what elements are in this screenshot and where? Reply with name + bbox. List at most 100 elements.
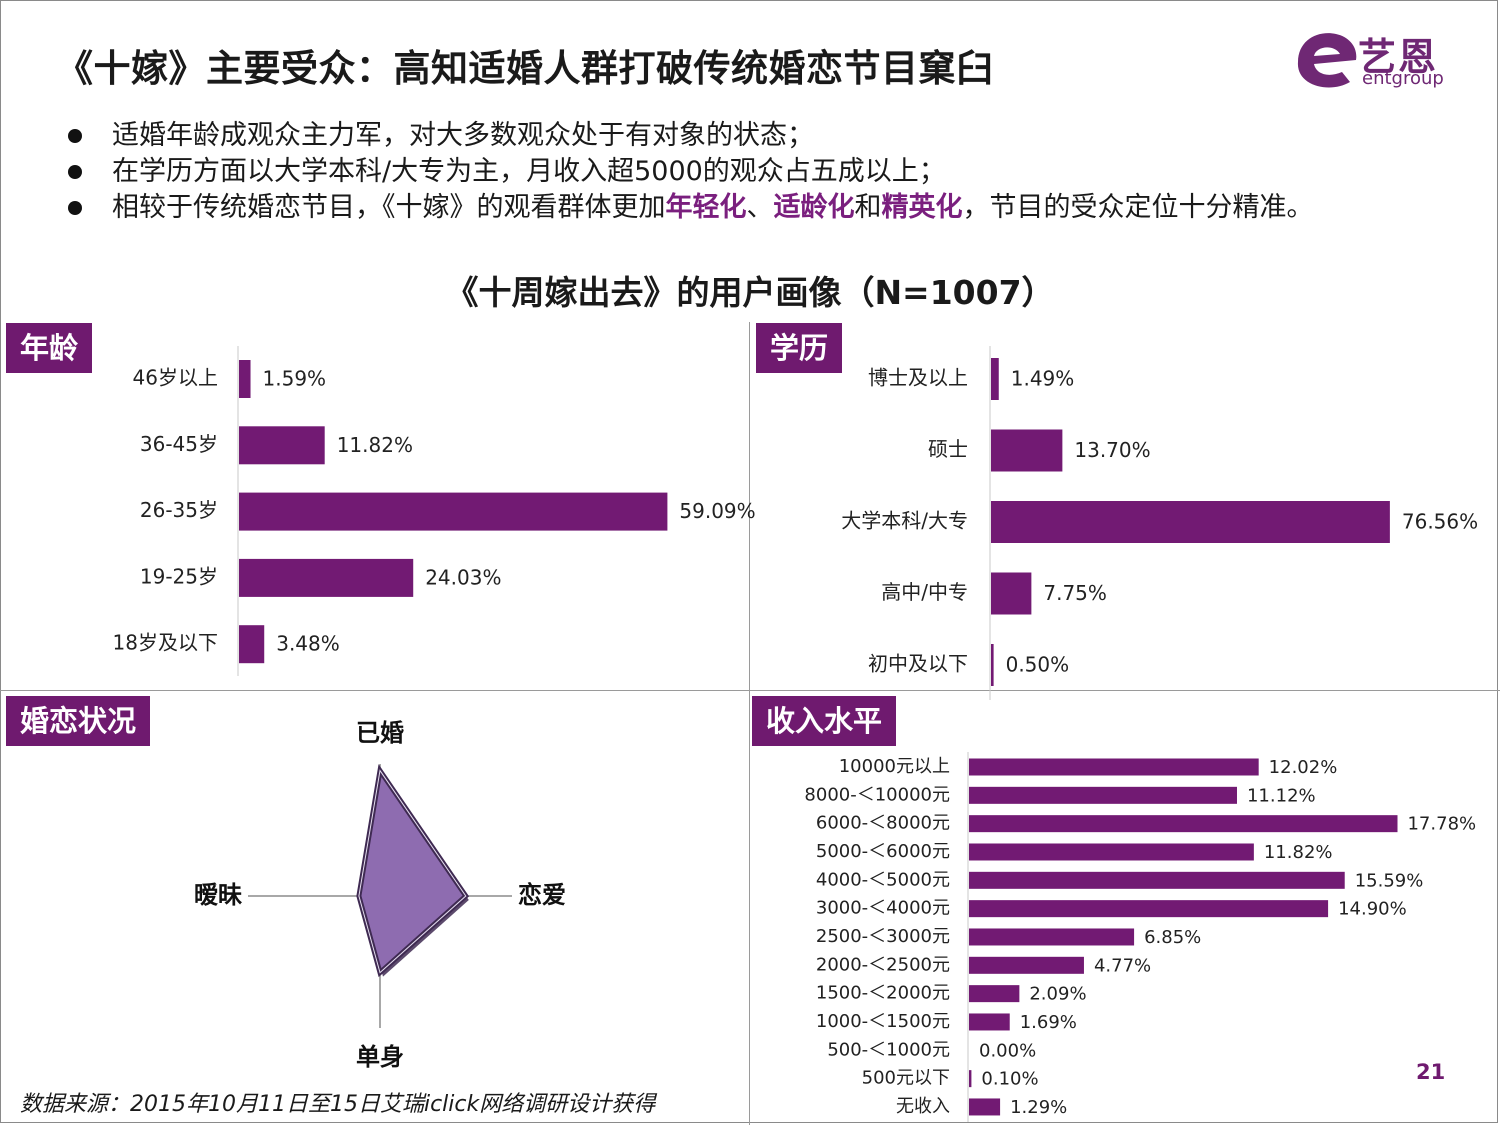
radar-axis-label: 单身 [356, 1043, 404, 1071]
income-value-label: 4.77% [1094, 955, 1151, 976]
income-bar [969, 1098, 1001, 1116]
age-value-label: 59.09% [679, 499, 755, 523]
age-bar [239, 492, 668, 531]
bullet-text: 在学历方面以大学本科/大专为主，月收入超5000的观众占五成以上； [112, 154, 946, 190]
education-value-label: 0.50% [1006, 653, 1070, 677]
bullet-item: 在学历方面以大学本科/大专为主，月收入超5000的观众占五成以上； [64, 154, 1484, 190]
education-category-label: 博士及以上 [868, 366, 968, 390]
age-bar [239, 426, 325, 465]
education-bar [991, 644, 994, 686]
income-category-label: 6000-＜8000元 [816, 813, 950, 834]
bullet-segment: 、 [746, 192, 774, 223]
bullet-dot-icon [68, 165, 82, 179]
bullet-segment: 在学历方面以大学本科/大专为主，月收入超5000的观众占五成以上； [112, 156, 946, 187]
education-value-label: 1.49% [1011, 367, 1075, 391]
education-bar [991, 501, 1390, 543]
education-section-tag: 学历 [756, 323, 843, 373]
bullet-item: 适婚年龄成观众主力军，对大多数观众处于有对象的状态； [64, 118, 1484, 154]
bullet-text: 相较于传统婚恋节目，《十嫁》的观看群体更加年轻化、适龄化和精英化，节目的受众定位… [112, 190, 1314, 226]
income-bar [969, 843, 1254, 861]
education-value-label: 7.75% [1043, 581, 1107, 605]
income-bar [969, 900, 1329, 918]
logo-text-cn: 艺恩 [1358, 35, 1439, 79]
income-category-label: 4000-＜5000元 [816, 869, 950, 890]
education-category-label: 初中及以下 [868, 652, 968, 676]
income-category-label: 无收入 [896, 1096, 950, 1117]
age-value-label: 1.59% [263, 367, 327, 391]
income-bar [969, 815, 1398, 833]
age-category-label: 26-35岁 [140, 498, 218, 522]
income-value-label: 0.00% [979, 1040, 1036, 1061]
income-bar [969, 1013, 1010, 1031]
income-category-label: 1000-＜1500元 [816, 1011, 950, 1032]
education-value-label: 76.56% [1402, 510, 1478, 534]
age-value-label: 3.48% [276, 632, 340, 656]
age-bar [239, 558, 414, 597]
entgroup-logo: 艺恩 entgroup [1290, 26, 1460, 96]
income-category-label: 500元以下 [862, 1068, 950, 1089]
bullet-segment: 相较于传统婚恋节目，《十嫁》的观看群体更加 [112, 192, 666, 223]
bullet-segment: ，节目的受众定位十分精准。 [962, 192, 1314, 223]
bullet-segment: 和 [854, 192, 882, 223]
bullet-highlight: 精英化 [881, 192, 963, 223]
income-bar [969, 1070, 972, 1088]
income-value-label: 6.85% [1144, 927, 1201, 948]
data-source-note: 数据来源：2015年10月11日至15日艾瑞iclick网络调研设计获得 [20, 1092, 656, 1117]
bullet-text: 适婚年龄成观众主力军，对大多数观众处于有对象的状态； [112, 118, 814, 154]
bullet-segment: 适婚年龄成观众主力军，对大多数观众处于有对象的状态； [112, 120, 814, 151]
page-number: 21 [1416, 1060, 1446, 1084]
age-value-label: 24.03% [425, 565, 501, 589]
horizontal-divider [0, 690, 1500, 691]
vertical-divider [749, 322, 750, 1125]
radar-series-highlight [358, 769, 467, 974]
education-bar [991, 572, 1032, 615]
income-bar [969, 985, 1020, 1003]
income-bar [969, 928, 1135, 946]
age-category-label: 19-25岁 [140, 564, 218, 588]
bullet-dot-icon [68, 129, 82, 143]
bullet-dot-icon [68, 201, 82, 215]
income-category-label: 5000-＜6000元 [816, 841, 950, 862]
age-category-label: 46岁以上 [133, 366, 218, 390]
income-bar [969, 758, 1259, 776]
logo-text-en: entgroup [1362, 68, 1444, 89]
radar-axis-label: 已婚 [356, 719, 404, 747]
age-bar [239, 360, 251, 398]
age-value-label: 11.82% [337, 433, 413, 457]
bullet-item: 相较于传统婚恋节目，《十嫁》的观看群体更加年轻化、适龄化和精英化，节目的受众定位… [64, 190, 1484, 226]
age-category-label: 36-45岁 [140, 432, 218, 456]
age-section-tag: 年龄 [6, 323, 93, 373]
income-category-label: 500-＜1000元 [827, 1039, 950, 1060]
income-bar [969, 786, 1237, 804]
education-category-label: 硕士 [928, 437, 968, 461]
education-value-label: 13.70% [1074, 438, 1150, 462]
income-value-label: 14.90% [1338, 899, 1407, 920]
income-value-label: 2.09% [1029, 984, 1086, 1005]
income-section-tag: 收入水平 [752, 696, 897, 746]
logo-e-icon [1297, 33, 1357, 88]
age-category-label: 18岁及以下 [113, 631, 218, 655]
income-value-label: 1.29% [1010, 1097, 1067, 1118]
page-title: 《十嫁》主要受众：高知适婚人群打破传统婚恋节目窠臼 [56, 47, 994, 90]
income-bar [969, 956, 1084, 974]
income-category-label: 3000-＜4000元 [816, 898, 950, 919]
income-category-label: 8000-＜10000元 [804, 784, 950, 805]
education-bar [991, 429, 1063, 472]
education-category-label: 高中/中专 [881, 580, 968, 604]
age-bar [239, 625, 265, 664]
income-value-label: 11.82% [1264, 842, 1333, 863]
radar-axis-label: 暧昧 [194, 881, 243, 909]
income-value-label: 12.02% [1269, 757, 1338, 778]
bullet-highlight: 适龄化 [773, 192, 855, 223]
radar-axis-label: 恋爱 [518, 881, 566, 909]
bullet-highlight: 年轻化 [665, 192, 747, 223]
income-value-label: 11.12% [1247, 785, 1316, 806]
income-value-label: 15.59% [1355, 870, 1424, 891]
income-category-label: 10000元以上 [839, 756, 950, 777]
income-bar [969, 871, 1345, 889]
income-category-label: 2000-＜2500元 [816, 954, 950, 975]
education-category-label: 大学本科/大专 [841, 509, 968, 533]
income-category-label: 1500-＜2000元 [816, 983, 950, 1004]
bullet-list: 适婚年龄成观众主力军，对大多数观众处于有对象的状态； 在学历方面以大学本科/大专为… [64, 118, 1484, 226]
